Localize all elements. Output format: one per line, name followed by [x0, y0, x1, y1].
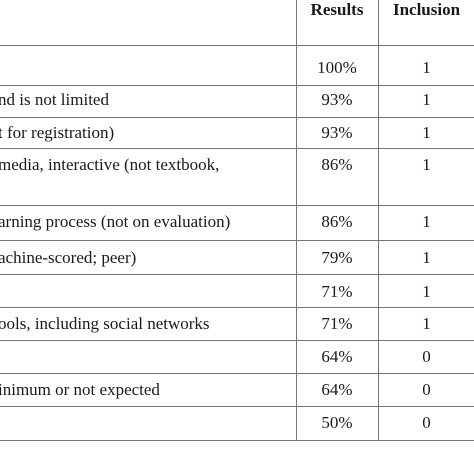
result-value: 86% [321, 212, 353, 231]
result-value: 86% [321, 155, 353, 174]
result-value: 93% [321, 123, 353, 142]
inclusion-value: 1 [422, 58, 431, 77]
row-rule [0, 406, 474, 407]
inclusion-value: 0 [422, 347, 431, 366]
result-value: 64% [321, 347, 353, 366]
inclusion-value: 1 [422, 90, 431, 109]
inclusion-value: 1 [422, 155, 431, 174]
inclusion-value: 1 [422, 248, 431, 267]
row-rule [0, 85, 474, 86]
result-value: 100% [317, 58, 357, 77]
inclusion-value: 1 [422, 123, 431, 142]
row-rule [0, 440, 474, 441]
row-rule [0, 373, 474, 374]
row-label: t for registration) [0, 123, 115, 142]
row-rule [0, 117, 474, 118]
inclusion-value: 0 [422, 413, 431, 432]
inclusion-value: 1 [422, 314, 431, 333]
result-value: 93% [321, 90, 353, 109]
header-inclusion: Inclusion [392, 0, 461, 19]
result-value: 64% [321, 380, 353, 399]
result-value: 79% [321, 248, 353, 267]
row-rule [0, 240, 474, 241]
column-rule [296, 0, 297, 440]
row-label: nd is not limited [0, 90, 109, 109]
header-results: Results [310, 0, 364, 19]
row-rule [0, 148, 474, 149]
header-rule [0, 45, 474, 46]
row-label: arning process (not on evaluation) [0, 212, 231, 231]
result-value: 71% [321, 314, 353, 333]
row-rule [0, 340, 474, 341]
row-label: ools, including social networks [0, 314, 210, 333]
result-value: 50% [321, 413, 353, 432]
result-value: 71% [321, 282, 353, 301]
column-rule [378, 0, 379, 440]
row-label: achine-scored; peer) [0, 248, 137, 267]
row-rule [0, 274, 474, 275]
row-rule [0, 205, 474, 206]
row-rule [0, 307, 474, 308]
row-label: media, interactive (not textbook, [0, 155, 220, 174]
inclusion-value: 0 [422, 380, 431, 399]
inclusion-value: 1 [422, 212, 431, 231]
inclusion-value: 1 [422, 282, 431, 301]
row-label: inimum or not expected [0, 380, 160, 399]
